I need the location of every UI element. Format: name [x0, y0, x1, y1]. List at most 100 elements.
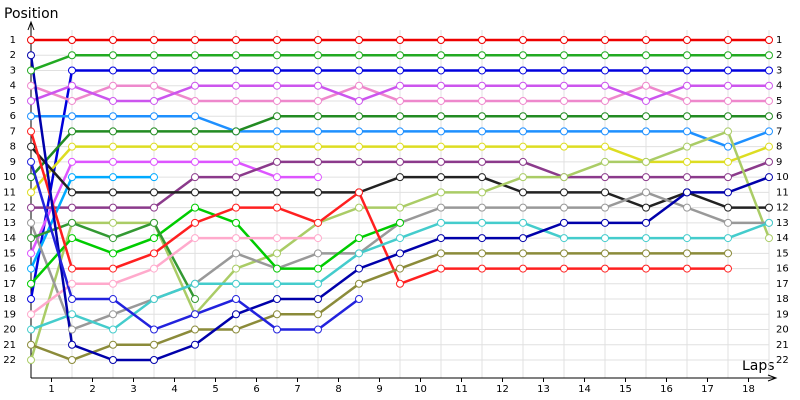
position-marker: [765, 96, 773, 105]
position-marker: [232, 218, 240, 227]
position-marker: [765, 112, 773, 121]
position-marker: [519, 264, 527, 273]
position-marker: [683, 81, 691, 90]
position-marker: [355, 279, 363, 288]
position-marker: [560, 203, 568, 212]
position-marker: [232, 295, 240, 304]
position-marker: [27, 81, 35, 90]
position-marker: [642, 36, 650, 44]
x-tick-label: 16: [660, 384, 673, 395]
driver-line: [30, 206, 401, 285]
position-marker: [314, 310, 322, 319]
y-tick-label: 10: [3, 172, 16, 183]
position-marker: [724, 96, 732, 105]
position-marker: [396, 142, 404, 151]
position-marker: [601, 81, 609, 90]
position-marker: [191, 66, 199, 75]
x-tick-label: 13: [537, 384, 550, 395]
position-marker: [68, 295, 76, 304]
position-marker: [355, 203, 363, 212]
position-marker: [683, 112, 691, 121]
position-marker: [642, 51, 650, 60]
y-tick-label: 13: [3, 218, 16, 229]
position-marker: [560, 142, 568, 151]
position-marker: [560, 81, 568, 90]
position-marker: [765, 66, 773, 75]
position-marker: [519, 142, 527, 151]
y-tick-label-right: 8: [776, 142, 782, 153]
position-marker: [683, 51, 691, 60]
position-marker: [109, 81, 117, 90]
position-marker: [273, 81, 281, 90]
position-marker: [273, 36, 281, 44]
position-marker: [560, 234, 568, 243]
position-marker: [27, 157, 35, 166]
position-marker: [191, 234, 199, 243]
x-axis-title: Laps: [742, 358, 775, 374]
y-tick-label: 20: [3, 325, 16, 336]
position-marker: [355, 51, 363, 60]
position-marker: [273, 157, 281, 166]
x-tick-label: 2: [89, 384, 95, 395]
position-marker: [396, 234, 404, 243]
x-tick-label: 5: [212, 384, 218, 395]
position-marker: [109, 310, 117, 319]
position-marker: [724, 142, 732, 151]
position-marker: [314, 279, 322, 288]
position-marker: [150, 203, 158, 212]
x-tick-label: 12: [496, 384, 509, 395]
y-tick-label-right: 4: [776, 81, 782, 92]
position-marker: [437, 234, 445, 243]
position-marker: [683, 249, 691, 258]
x-tick-label: 7: [294, 384, 300, 395]
position-marker: [765, 203, 773, 212]
position-marker: [437, 218, 445, 227]
x-tick-label: 10: [414, 384, 427, 395]
position-marker: [478, 112, 486, 121]
position-marker: [396, 173, 404, 182]
x-tick-label: 17: [701, 384, 714, 395]
position-marker: [642, 81, 650, 90]
position-marker: [437, 96, 445, 105]
position-marker: [27, 279, 35, 288]
position-marker: [109, 295, 117, 304]
position-marker: [68, 173, 76, 182]
position-marker: [68, 203, 76, 212]
position-marker: [765, 36, 773, 44]
y-tick-label: 8: [10, 142, 16, 153]
position-marker: [109, 356, 117, 364]
position-marker: [519, 203, 527, 212]
position-marker: [109, 340, 117, 349]
y-tick-label-right: 15: [776, 248, 789, 259]
position-marker: [478, 127, 486, 136]
position-marker: [232, 127, 240, 136]
position-marker: [232, 279, 240, 288]
position-marker: [109, 279, 117, 288]
position-marker: [273, 188, 281, 197]
position-marker: [560, 66, 568, 75]
position-marker: [519, 66, 527, 75]
y-tick-label-right: 16: [776, 264, 789, 275]
position-marker: [314, 234, 322, 243]
position-marker: [273, 310, 281, 319]
position-marker: [519, 249, 527, 258]
y-tick-label-right: 7: [776, 126, 782, 137]
position-marker: [478, 203, 486, 212]
driver-line: [30, 252, 728, 362]
position-marker: [150, 249, 158, 258]
position-marker: [191, 173, 199, 182]
position-marker: [314, 51, 322, 60]
position-marker: [109, 218, 117, 227]
position-marker: [683, 264, 691, 273]
position-marker: [109, 142, 117, 151]
position-marker: [314, 173, 322, 182]
position-marker: [724, 218, 732, 227]
position-marker: [642, 203, 650, 212]
position-marker: [27, 340, 35, 349]
position-marker: [601, 96, 609, 105]
position-marker: [191, 188, 199, 197]
position-marker: [109, 36, 117, 44]
position-marker: [765, 51, 773, 60]
position-marker: [27, 234, 35, 243]
